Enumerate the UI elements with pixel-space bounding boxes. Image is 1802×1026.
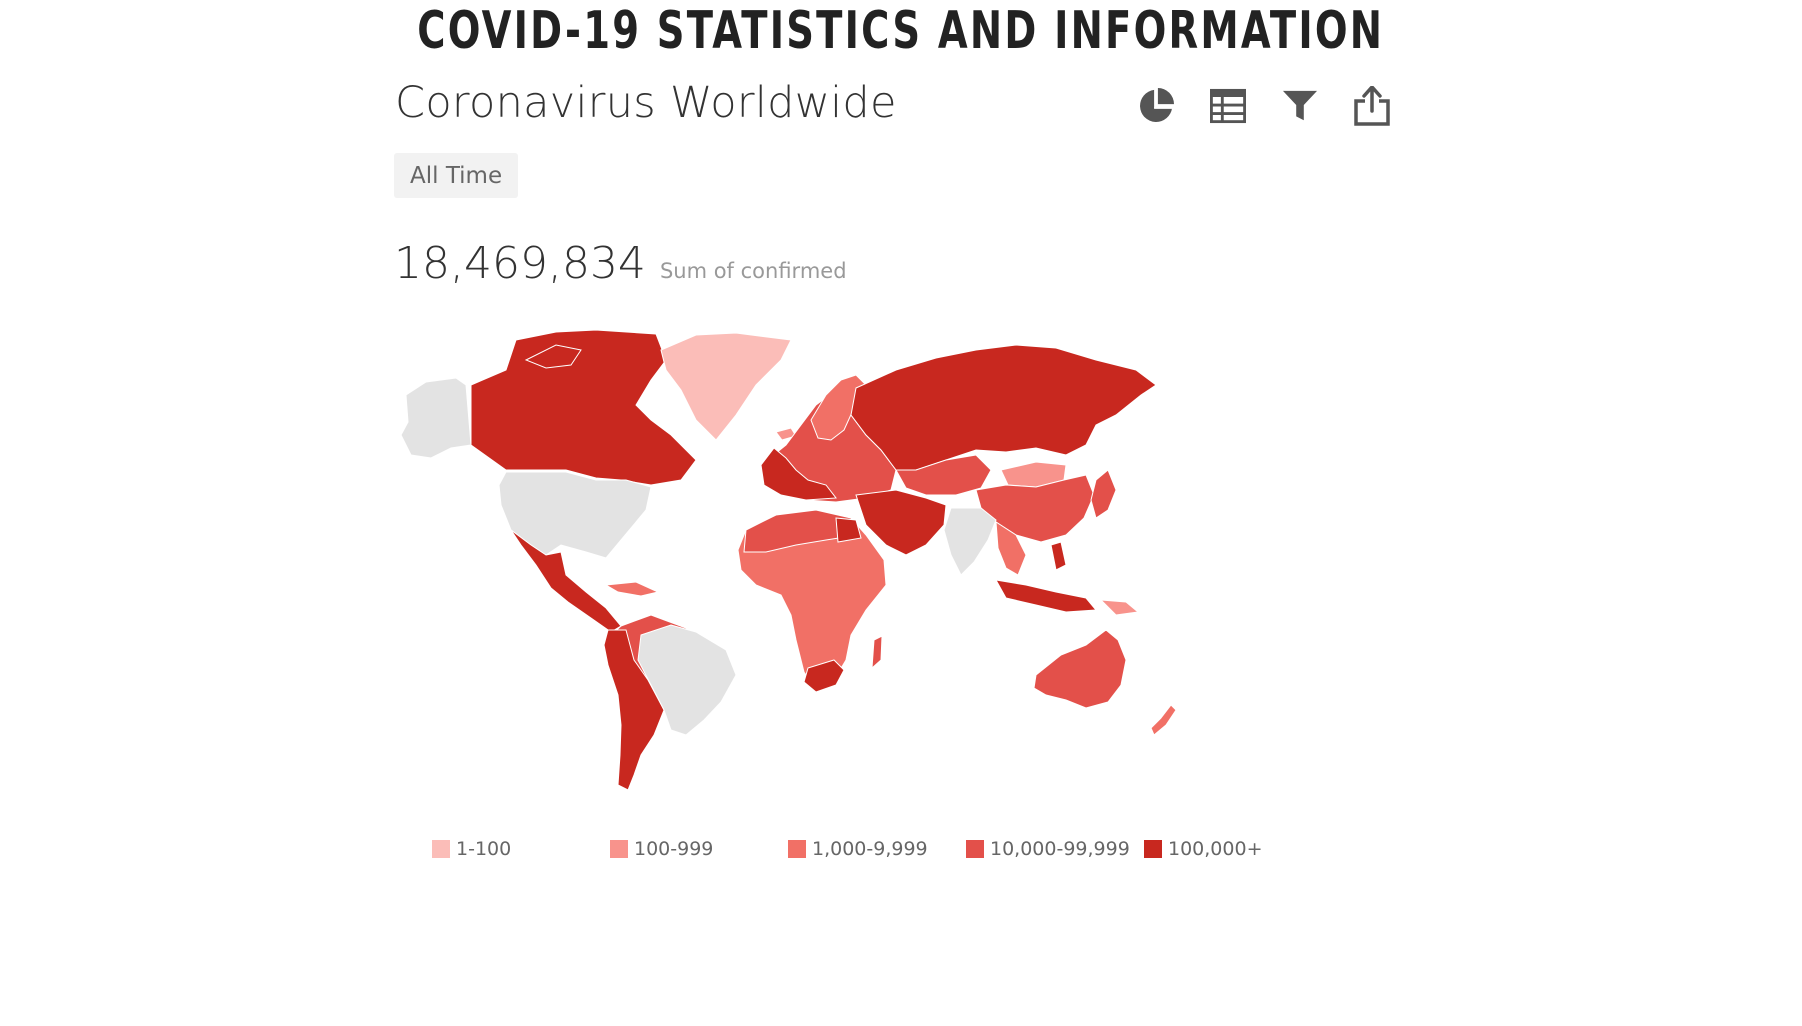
legend-label: 1,000-9,999	[812, 838, 928, 860]
legend-swatch	[610, 840, 628, 858]
region-canada[interactable]	[470, 330, 697, 486]
region-madagascar[interactable]	[871, 635, 883, 670]
legend-item[interactable]: 100-999	[610, 838, 788, 860]
filter-button[interactable]	[1282, 82, 1318, 130]
legend-label: 100,000+	[1168, 838, 1263, 860]
legend-label: 1-100	[456, 838, 512, 860]
widget-toolbar	[1138, 82, 1390, 130]
legend-item[interactable]: 10,000-99,999	[966, 838, 1144, 860]
legend-label: 100-999	[634, 838, 714, 860]
region-new-zealand[interactable]	[1150, 704, 1177, 736]
region-indonesia[interactable]	[995, 579, 1098, 613]
legend-swatch	[966, 840, 984, 858]
region-canada-islands[interactable]	[524, 344, 582, 369]
kpi-label: Sum of confirmed	[659, 259, 847, 283]
legend-item[interactable]: 100,000+	[1144, 838, 1322, 860]
pie-chart-button[interactable]	[1138, 82, 1174, 130]
region-south-africa[interactable]	[803, 659, 845, 693]
region-alaska[interactable]	[400, 377, 472, 459]
legend-swatch	[1144, 840, 1162, 858]
kpi-block: 18,469,834 Sum of confirmed	[394, 238, 847, 289]
filter-icon	[1282, 90, 1318, 121]
map-legend: 1-100 100-999 1,000-9,999 10,000-99,999 100,…	[432, 838, 1322, 860]
region-brazil[interactable]	[637, 624, 737, 736]
region-philippines[interactable]	[1050, 541, 1067, 571]
table-button[interactable]	[1210, 82, 1246, 130]
widget-title: Coronavirus Worldwide	[395, 78, 897, 128]
legend-item[interactable]: 1-100	[432, 838, 610, 860]
legend-label: 10,000-99,999	[990, 838, 1130, 860]
region-usa[interactable]	[498, 471, 652, 559]
region-russia[interactable]	[850, 344, 1157, 471]
legend-swatch	[788, 840, 806, 858]
page-heading: COVID-19 STATISTICS AND INFORMATION	[417, 1, 1385, 61]
pie-chart-icon	[1140, 88, 1174, 122]
legend-item[interactable]: 1,000-9,999	[788, 838, 966, 860]
region-central-asia[interactable]	[895, 454, 992, 496]
region-caribbean[interactable]	[604, 581, 660, 597]
legend-swatch	[432, 840, 450, 858]
date-filter-chip[interactable]: All Time	[394, 153, 519, 198]
share-icon	[1354, 86, 1390, 126]
region-india[interactable]	[943, 507, 997, 576]
kpi-value: 18,469,834	[394, 238, 646, 289]
region-western-europe[interactable]	[760, 447, 837, 501]
region-australia[interactable]	[1033, 629, 1127, 709]
share-button[interactable]	[1354, 82, 1390, 130]
table-icon	[1210, 88, 1246, 124]
region-egypt[interactable]	[835, 517, 862, 543]
region-papua[interactable]	[1099, 599, 1140, 616]
region-greenland[interactable]	[660, 332, 792, 441]
region-middle-east[interactable]	[855, 489, 947, 556]
region-southeast-asia[interactable]	[995, 521, 1027, 576]
region-japan[interactable]	[1090, 469, 1117, 519]
world-choropleth-map[interactable]	[396, 330, 1346, 800]
region-andes[interactable]	[603, 629, 665, 791]
